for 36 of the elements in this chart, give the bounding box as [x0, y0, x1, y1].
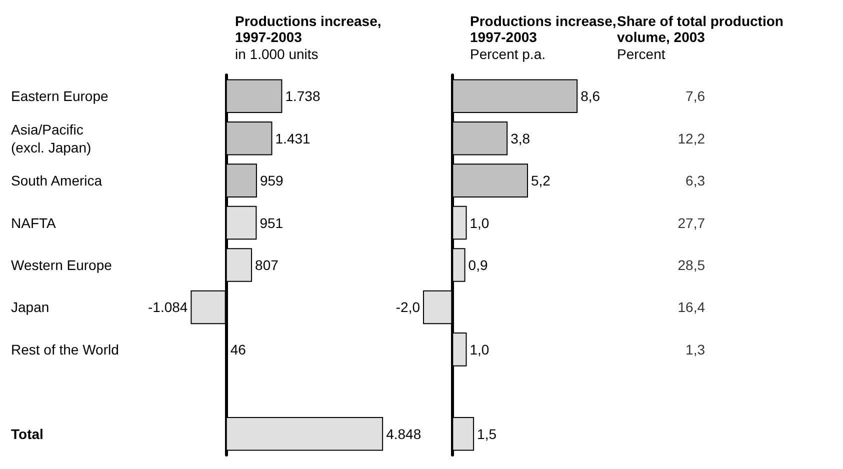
data-label: 46: [230, 341, 246, 358]
chart-subtitle: Percent p.a.: [470, 46, 546, 62]
data-label: -1.084: [148, 299, 188, 316]
text: Percent: [617, 46, 666, 62]
data-label: 16,4: [678, 299, 706, 316]
chart-subtitle: in 1.000 units: [235, 46, 318, 62]
y-tick-label: Eastern Europe: [11, 88, 108, 104]
data-label: 8,6: [580, 88, 600, 104]
text: Share of total production volume, 2003: [617, 13, 788, 45]
data-label: 28,5: [678, 257, 706, 273]
data-label: 951: [260, 214, 284, 231]
data-label: 1.738: [285, 88, 320, 104]
data-label: 807: [255, 257, 279, 273]
y-tick-label: Japan: [11, 299, 50, 316]
data-label: 6,3: [686, 172, 706, 189]
data-label: 0,9: [468, 257, 488, 273]
data-label: 3,8: [510, 130, 530, 146]
data-label: 5,2: [531, 172, 551, 189]
data-label: 959: [260, 172, 284, 189]
data-label: 12,2: [678, 130, 706, 146]
y-tick-label: Total: [11, 426, 44, 442]
y-tick-label: NAFTA: [11, 214, 57, 231]
data-label: 1,3: [686, 341, 706, 358]
data-label: 4.848: [386, 426, 422, 442]
y-tick-label: Rest of the World: [11, 341, 119, 358]
data-label: 1,0: [470, 214, 490, 231]
data-label: 1,5: [477, 426, 497, 442]
data-label: 1,0: [470, 341, 490, 358]
y-tick-label: South America: [11, 172, 102, 189]
data-label: -2,0: [396, 299, 420, 316]
data-label: 7,6: [686, 88, 706, 104]
data-label: 1.431: [275, 130, 311, 146]
data-label: 27,7: [678, 214, 706, 231]
y-tick-label: Asia/Pacific (excl. Japan): [11, 121, 92, 156]
chart-title: Productions increase, 1997-2003: [470, 13, 616, 45]
y-tick-label: Western Europe: [11, 257, 112, 273]
